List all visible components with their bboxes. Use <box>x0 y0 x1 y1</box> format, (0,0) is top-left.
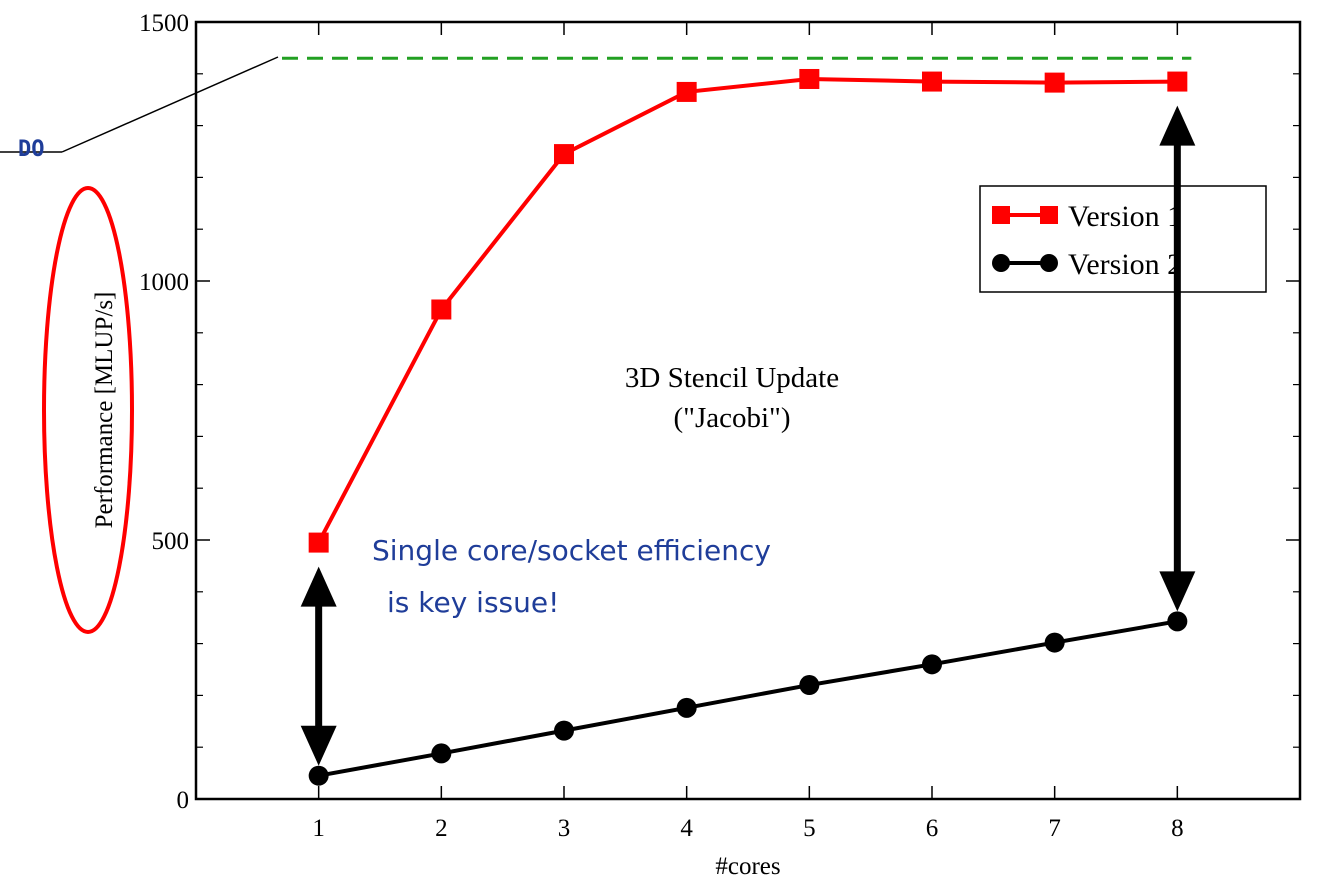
gap-arrow-head-up <box>1159 105 1196 146</box>
data-point-circle <box>922 654 942 675</box>
callout-text-line-1: Single core/socket efficiency <box>372 534 771 567</box>
x-tick-label: 8 <box>1171 815 1184 842</box>
legend-marker-version-2-a <box>992 254 1010 272</box>
x-tick-label: 2 <box>435 815 448 842</box>
data-point-square <box>431 299 452 320</box>
gap-arrow-layer <box>300 105 1196 766</box>
y-tick-label: 1500 <box>139 10 189 37</box>
data-point-square <box>308 532 329 553</box>
series-layer <box>308 68 1188 786</box>
do-leader-line <box>61 56 279 153</box>
x-tick-label: 7 <box>1048 815 1061 842</box>
y-tick-label: 0 <box>177 787 190 814</box>
ylabel-highlight-ellipse <box>42 186 134 634</box>
series-line <box>316 76 1178 544</box>
legend-label-version-2: Version 2 <box>1068 248 1182 281</box>
gap-arrow-head-up <box>300 566 337 607</box>
data-point-square <box>1167 71 1188 92</box>
data-point-circle <box>431 743 452 764</box>
x-tick-label: 4 <box>680 815 693 842</box>
gap-arrow-head-down <box>300 725 337 766</box>
x-tick-label: 3 <box>558 815 571 842</box>
x-axis-label: #cores <box>715 853 780 880</box>
legend-label-version-1: Version 1 <box>1068 200 1182 233</box>
data-point-square <box>1044 72 1065 93</box>
data-point-circle <box>799 675 820 696</box>
do-label: DO <box>18 137 45 162</box>
data-point-square <box>799 68 820 89</box>
inner-title-line-1: 3D Stencil Update <box>625 362 839 394</box>
tick-layer: 1 2 3 4 5 6 7 8 0 500 1000 1500 <box>139 10 1300 842</box>
callout-text-line-2: is key issue! <box>387 586 559 619</box>
legend-box <box>979 185 1267 293</box>
plot-frame <box>194 20 1302 801</box>
inner-title-line-2: ("Jacobi") <box>673 402 790 434</box>
data-point-circle <box>1167 611 1188 632</box>
x-tick-label: 6 <box>926 815 939 842</box>
series-line <box>318 619 1178 778</box>
legend-marker-version-2-b <box>1040 254 1058 272</box>
y-tick-label: 500 <box>152 528 190 555</box>
y-axis-label: Performance [MLUP/s] <box>91 292 118 529</box>
data-point-square <box>922 71 942 92</box>
legend-marker-version-1-a <box>992 206 1010 224</box>
x-tick-label: 1 <box>312 815 325 842</box>
data-point-square <box>554 144 574 165</box>
data-point-circle <box>676 697 697 718</box>
legend-marker-version-1-b <box>1040 206 1058 224</box>
data-point-circle <box>308 765 329 786</box>
data-point-circle <box>554 720 574 741</box>
y-tick-label: 1000 <box>139 269 189 296</box>
data-point-circle <box>1044 632 1065 653</box>
gap-arrow-head-down <box>1159 571 1196 612</box>
x-tick-label: 5 <box>803 815 816 842</box>
data-point-square <box>676 81 697 102</box>
